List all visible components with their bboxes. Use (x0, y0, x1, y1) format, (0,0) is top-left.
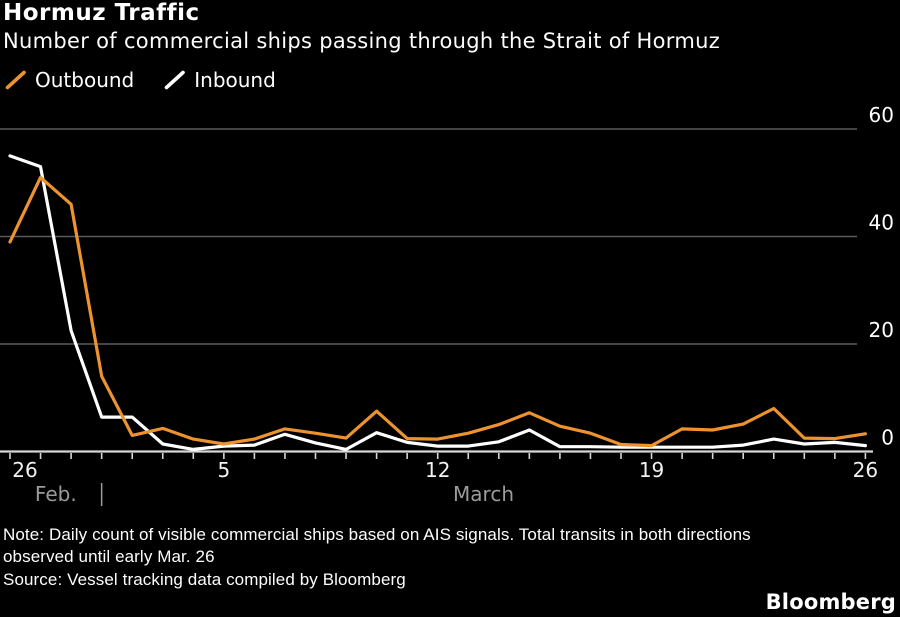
x-axis-label: 5 (217, 458, 230, 482)
note-line-2: observed until early Mar. 26 (3, 547, 215, 567)
x-axis-label: 26 (12, 458, 37, 482)
x-axis-label: 12 (425, 458, 450, 482)
month-label-march: March (453, 482, 514, 506)
note-line-1: Note: Daily count of visible commercial … (3, 525, 751, 544)
bloomberg-logo: Bloomberg (765, 590, 896, 614)
inbound-line-swatch-icon (164, 70, 186, 90)
x-axis-label: 19 (639, 458, 664, 482)
inbound-series-line (8, 154, 868, 451)
legend-item-outbound: Outbound (5, 68, 134, 92)
outbound-line-swatch-icon (5, 70, 26, 90)
legend-label-outbound: Outbound (35, 68, 135, 92)
legend-label-inbound: Inbound (194, 68, 276, 92)
y-axis-label: 20 (869, 318, 894, 342)
x-axis-label: 26 (853, 458, 878, 482)
y-axis-label: 40 (869, 211, 894, 235)
y-axis-label: 60 (869, 103, 894, 127)
chart-subtitle: Number of commercial ships passing throu… (3, 29, 721, 53)
month-label-feb: Feb. (35, 482, 77, 506)
y-axis-label: 0 (881, 426, 894, 450)
legend-item-inbound: Inbound (164, 68, 276, 92)
outbound-series-line (8, 175, 868, 448)
source-line: Source: Vessel tracking data compiled by… (3, 569, 406, 589)
page-title: Hormuz Traffic (3, 0, 200, 26)
legend: Outbound Inbound (5, 68, 276, 92)
chart-footnotes: Note: Daily count of visible commercial … (3, 524, 751, 591)
